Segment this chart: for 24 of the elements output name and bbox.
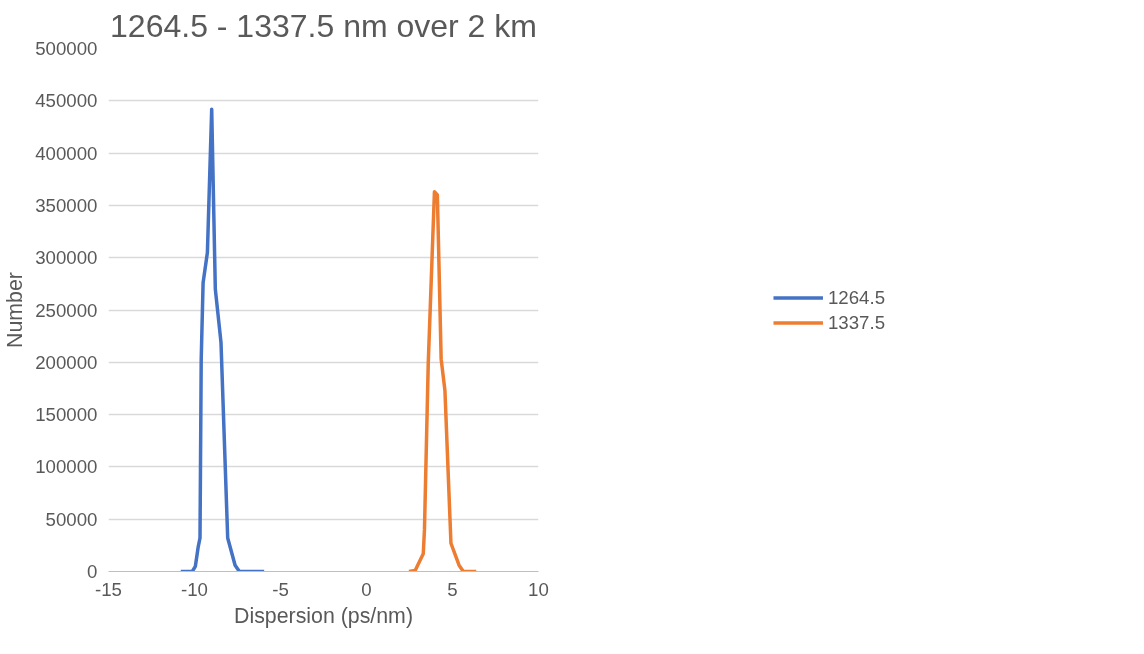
y-tick-label: 50000 bbox=[45, 508, 98, 530]
line-series bbox=[407, 190, 478, 572]
line-series bbox=[178, 107, 266, 572]
y-tick-label: 350000 bbox=[35, 194, 98, 216]
x-tick-label: -5 bbox=[272, 578, 289, 600]
x-tick-label: 5 bbox=[447, 578, 458, 600]
y-tick-label: 200000 bbox=[35, 351, 98, 373]
x-axis-title: Dispersion (ps/nm) bbox=[234, 603, 413, 628]
x-tick-label: 10 bbox=[528, 578, 549, 600]
x-tick-label: 0 bbox=[361, 578, 372, 600]
y-tick-label: 500000 bbox=[35, 38, 98, 59]
y-tick-label: 150000 bbox=[35, 404, 98, 426]
y-axis-title: Number bbox=[3, 272, 28, 348]
x-tick-label: -10 bbox=[181, 578, 208, 600]
y-tick-label: 0 bbox=[87, 561, 98, 582]
legend-label: 1337.5 bbox=[827, 311, 886, 333]
chart-title: 1264.5 - 1337.5 nm over 2 km bbox=[110, 7, 537, 44]
y-tick-label: 250000 bbox=[35, 299, 98, 321]
y-tick-label: 400000 bbox=[35, 142, 98, 164]
x-tick-label: -15 bbox=[95, 578, 122, 600]
legend-label: 1264.5 bbox=[827, 286, 886, 308]
y-tick-label: 100000 bbox=[35, 456, 98, 478]
y-tick-label: 450000 bbox=[35, 90, 98, 112]
y-tick-label: 300000 bbox=[35, 247, 98, 269]
